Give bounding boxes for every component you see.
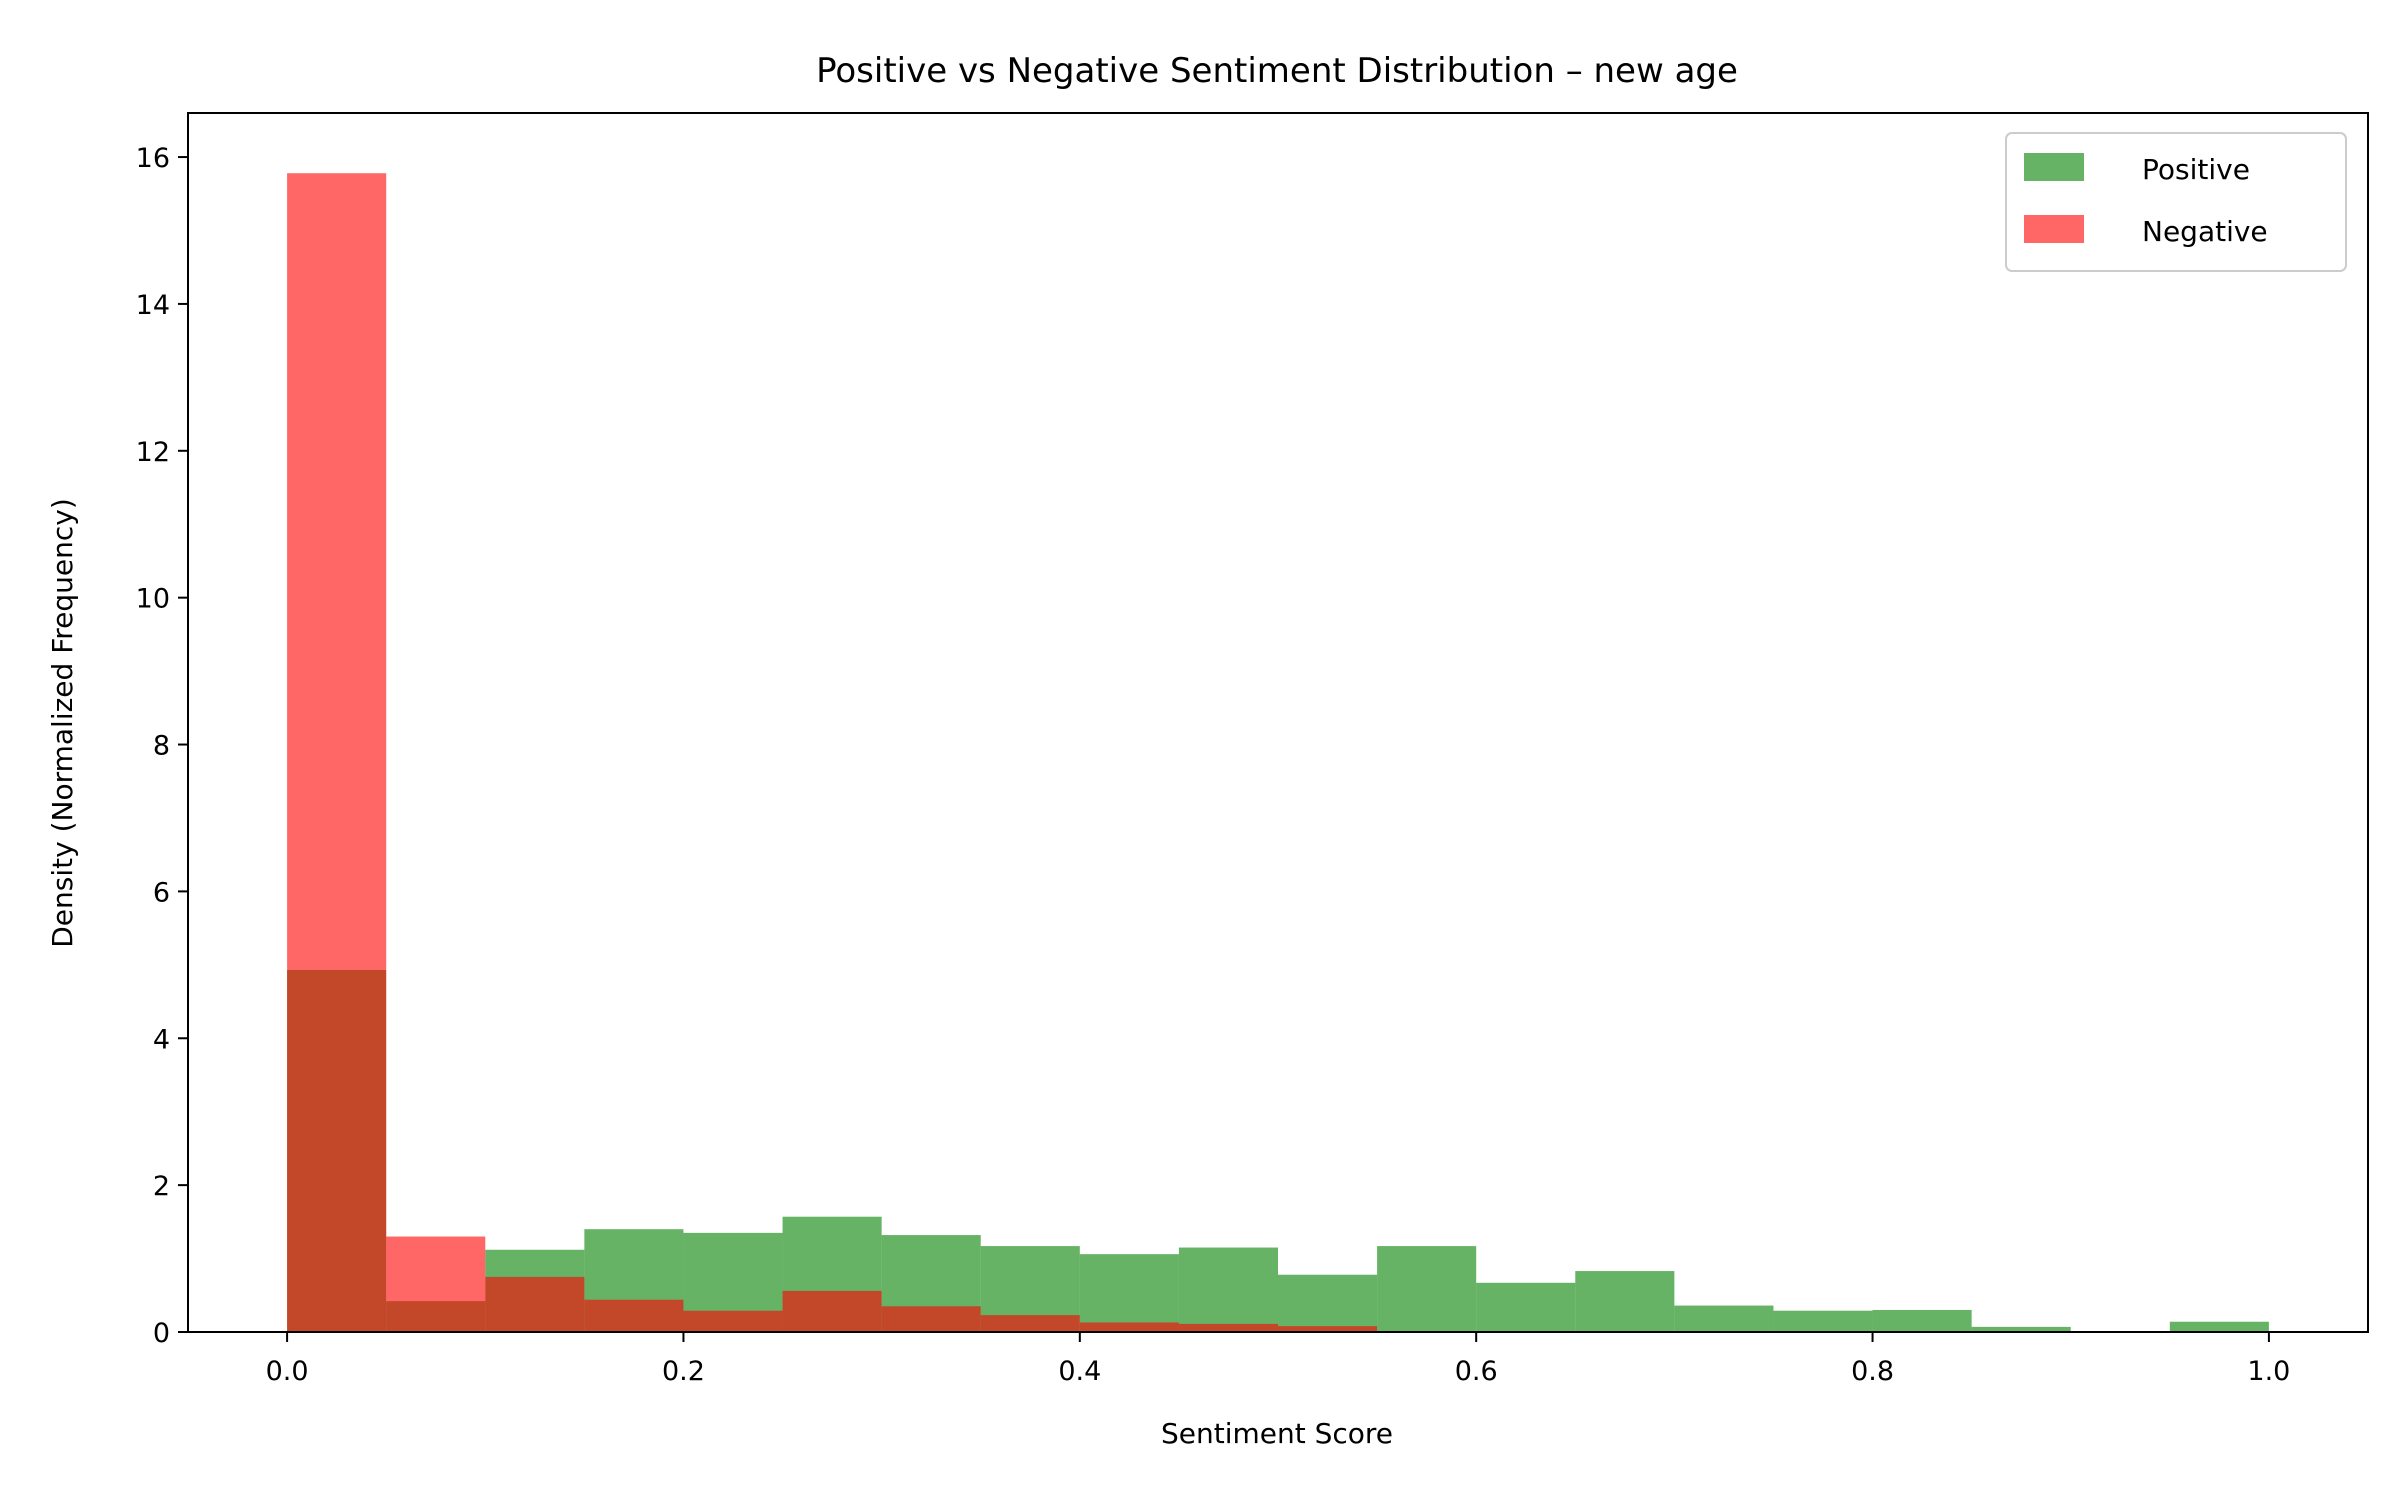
x-axis-ticks: 0.0 0.2 0.4 0.6 0.8 1.0 (266, 1332, 2290, 1387)
legend-label-negative: Negative (2142, 215, 2268, 248)
bar-negative-5 (782, 1290, 882, 1332)
x-tick-label: 0.6 (1455, 1356, 1498, 1387)
bar-negative-8 (1079, 1322, 1179, 1332)
bar-negative-0 (287, 173, 387, 1332)
bar-negative-9 (1178, 1323, 1278, 1332)
bar-positive-15 (1773, 1310, 1873, 1332)
bar-negative-3 (584, 1299, 684, 1332)
y-tick-label: 8 (153, 731, 170, 762)
y-tick-label: 0 (153, 1318, 170, 1349)
bar-negative-4 (683, 1310, 783, 1332)
bar-positive-12 (1476, 1282, 1576, 1332)
legend-label-positive: Positive (2142, 153, 2250, 186)
bar-positive-8 (1079, 1254, 1179, 1332)
bar-positive-16 (1872, 1309, 1972, 1332)
x-tick-label: 0.0 (266, 1356, 309, 1387)
bar-positive-14 (1674, 1305, 1774, 1332)
legend-swatch-positive (2024, 153, 2084, 181)
x-tick-label: 0.4 (1058, 1356, 1101, 1387)
legend-swatch-negative (2024, 215, 2084, 243)
y-tick-label: 14 (136, 290, 170, 321)
x-tick-label: 0.2 (662, 1356, 705, 1387)
bar-positive-13 (1575, 1271, 1675, 1332)
bar-negative-6 (881, 1306, 981, 1332)
series-negative (287, 173, 1378, 1332)
y-tick-label: 16 (136, 143, 170, 174)
y-tick-label: 10 (136, 584, 170, 615)
chart-title: Positive vs Negative Sentiment Distribut… (816, 51, 1738, 91)
x-tick-label: 0.8 (1851, 1356, 1894, 1387)
x-tick-label: 1.0 (2247, 1356, 2290, 1387)
bar-positive-9 (1178, 1247, 1278, 1332)
plot-frame (187, 112, 2369, 1333)
bar-negative-10 (1278, 1326, 1378, 1332)
y-tick-label: 12 (136, 437, 170, 468)
bar-negative-7 (980, 1315, 1080, 1332)
legend: Positive Negative (2005, 132, 2347, 272)
bar-negative-1 (386, 1236, 486, 1332)
y-axis-label: Density (Normalized Frequency) (46, 498, 79, 948)
bar-positive-10 (1278, 1274, 1378, 1332)
y-tick-label: 2 (153, 1171, 170, 1202)
bar-negative-2 (485, 1276, 585, 1332)
y-tick-label: 6 (153, 877, 170, 908)
y-tick-label: 4 (153, 1024, 170, 1055)
bar-positive-11 (1377, 1246, 1477, 1332)
legend-box (2005, 132, 2347, 272)
x-axis-label: Sentiment Score (1161, 1417, 1393, 1450)
bar-positive-19 (2169, 1321, 2269, 1332)
y-axis-ticks: 0 2 4 6 8 10 12 14 16 (136, 143, 188, 1349)
bar-positive-17 (1971, 1326, 2071, 1332)
bars-layer (287, 173, 2269, 1332)
